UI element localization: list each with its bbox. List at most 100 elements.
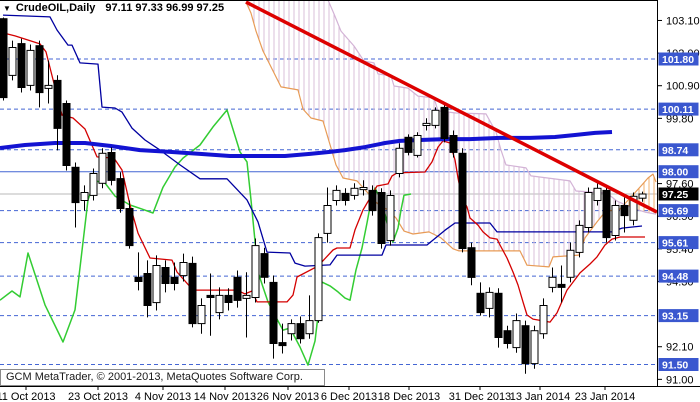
candle (269, 275, 278, 359)
candle (584, 187, 593, 233)
candle (44, 60, 53, 104)
candle (512, 313, 521, 353)
candle (305, 295, 314, 339)
price-level-badge-label: 98.00 (662, 167, 688, 179)
candle (377, 188, 386, 249)
symbol-period-label: CrudeOIL,Daily (15, 2, 96, 14)
candle (350, 183, 359, 200)
candle (26, 44, 35, 91)
date-tick-label: 23 Oct 2013 (68, 391, 128, 402)
time-axis-panel[interactable] (0, 387, 700, 402)
copyright-status-bar: GCM MetaTrader, © 2001-2013, MetaQuotes … (0, 369, 325, 386)
price-tick-label: 91.00 (666, 374, 694, 386)
candle (152, 255, 161, 311)
candle (197, 298, 206, 334)
price-tick-label: 100.90 (666, 81, 700, 93)
date-tick-label: 6 Dec 2013 (321, 391, 377, 402)
candle (575, 220, 584, 258)
candle (170, 262, 179, 291)
candle (296, 316, 305, 344)
date-tick-label: 11 Oct 2013 (0, 391, 56, 402)
price-level-badge-bg (658, 309, 699, 323)
candle (260, 247, 269, 284)
candle (206, 273, 215, 336)
candle (116, 172, 125, 213)
price-level-badge-label: 93.15 (662, 311, 688, 323)
candle (413, 132, 422, 158)
descending-trendline (245, 0, 658, 214)
candle (593, 183, 602, 206)
candle (134, 252, 143, 291)
candle (17, 38, 26, 93)
candle (332, 185, 341, 206)
price-tick-label: 92.10 (666, 342, 694, 354)
date-tick-label: 4 Nov 2013 (135, 391, 191, 402)
candle (620, 197, 629, 233)
price-level-badge-label: 95.61 (662, 238, 688, 250)
candle (188, 256, 197, 328)
candle (629, 192, 638, 226)
candle (611, 200, 620, 241)
price-level-badge-bg (658, 143, 699, 157)
candle (161, 260, 170, 293)
candle (62, 100, 71, 171)
date-tick-label: 14 Nov 2013 (194, 391, 256, 402)
price-level-badge-bg (658, 269, 699, 283)
candle (566, 242, 575, 283)
price-level-badge-label: 94.48 (662, 271, 688, 283)
price-level-badge-label: 91.50 (662, 360, 688, 372)
kijun-sen-line (2, 14, 643, 267)
tenkan-sen-line (2, 32, 645, 323)
price-tick-label: 103.10 (666, 15, 700, 27)
candle (323, 187, 332, 243)
candle (35, 40, 44, 108)
price-level-badge-label: 100.11 (662, 104, 694, 116)
candle (8, 40, 17, 81)
price-level-badge-bg (658, 52, 699, 66)
candle (521, 320, 530, 374)
candle (386, 190, 395, 246)
candle (485, 287, 494, 318)
candle (602, 185, 611, 243)
candle (467, 242, 476, 286)
ohlc-readout: 97.11 97.33 96.99 97.25 (105, 2, 225, 14)
date-tick-label: 18 Dec 2013 (378, 391, 440, 402)
candle (80, 185, 89, 211)
candle (449, 130, 458, 158)
candle (224, 288, 233, 311)
candle (476, 282, 485, 316)
candle (0, 17, 8, 101)
date-tick-label: 31 Dec 2013 (449, 391, 511, 402)
price-level-badge-bg (658, 102, 699, 116)
price-level-badge-label: 96.69 (662, 206, 688, 218)
price-level-badge-label: 101.80 (662, 54, 694, 66)
price-level-badge-bg (658, 204, 699, 218)
candle (215, 287, 224, 320)
candle (395, 143, 404, 178)
price-level-badge-label: 98.74 (662, 145, 688, 157)
candle (530, 325, 539, 369)
date-tick-label: 26 Nov 2013 (257, 391, 319, 402)
candle (143, 260, 152, 318)
candle (638, 191, 647, 202)
candle (89, 168, 98, 201)
candle (458, 148, 467, 253)
price-tick-label: 99.80 (666, 113, 694, 125)
symbol-dropdown-icon[interactable]: ▼ (3, 3, 11, 13)
candle (548, 267, 557, 293)
price-level-badge-bg (658, 165, 699, 179)
candle (53, 75, 62, 151)
candle (557, 265, 566, 303)
candle (278, 323, 287, 354)
candle (341, 188, 350, 206)
candle (233, 270, 242, 308)
price-axis-panel[interactable] (658, 0, 700, 402)
candle (287, 319, 296, 341)
candle (251, 238, 260, 303)
candle (503, 325, 512, 349)
candle (125, 200, 134, 249)
price-level-badge-bg (658, 358, 699, 371)
ma-200-line (0, 130, 613, 158)
